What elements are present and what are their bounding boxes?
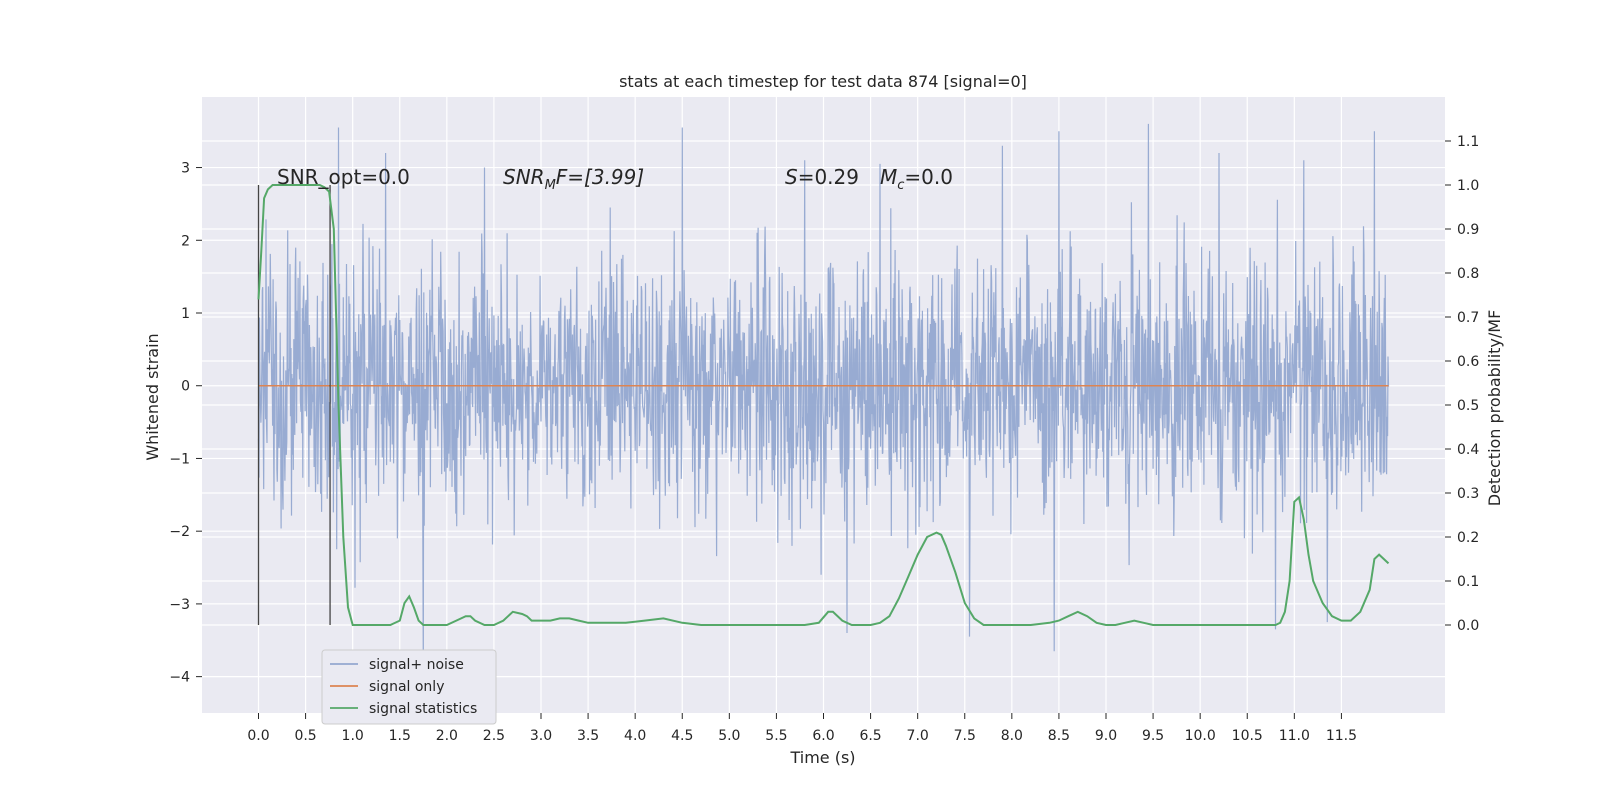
y-tick-label: 2 xyxy=(181,233,190,249)
signal-statistics-line xyxy=(257,184,1390,626)
y-tick-label: −3 xyxy=(169,597,190,613)
y-tick-label: 0 xyxy=(181,379,190,395)
x-tick-label: 1.5 xyxy=(389,728,411,744)
y-tick-label: 3 xyxy=(181,161,190,177)
x-tick-label: 9.0 xyxy=(1095,728,1117,744)
x-tick-label: 7.5 xyxy=(954,728,976,744)
x-tick-label: 1.0 xyxy=(342,728,364,744)
x-tick-label: 5.5 xyxy=(765,728,787,744)
y-tick-label: −1 xyxy=(169,451,190,467)
y2-tick-label: 0.8 xyxy=(1457,266,1479,282)
y2-tick-label: 0.5 xyxy=(1457,398,1479,414)
legend-label-signal-statistics: signal statistics xyxy=(369,701,477,717)
y2-tick-label: 0.0 xyxy=(1457,618,1479,634)
annotation-mc: Mc=0.0 xyxy=(880,165,953,193)
x-tick-label: 9.5 xyxy=(1142,728,1164,744)
x-tick-label: 2.0 xyxy=(436,728,458,744)
x-axis-label: Time (s) xyxy=(789,748,855,767)
x-tick-label: 3.0 xyxy=(530,728,552,744)
annotation-s: S=0.29 xyxy=(785,165,859,189)
x-tick-label: 10.5 xyxy=(1232,728,1263,744)
annotation-snr-opt: SNR_opt=0.0 xyxy=(277,165,410,189)
chart-title: stats at each timestep for test data 874… xyxy=(619,72,1027,91)
x-tick-label: 5.0 xyxy=(718,728,740,744)
signal-noise-line xyxy=(257,123,1390,670)
x-tick-label: 11.5 xyxy=(1326,728,1357,744)
series-signal-noise xyxy=(257,123,1390,670)
legend-label-signal-noise: signal+ noise xyxy=(369,657,464,673)
legend-label-signal-only: signal only xyxy=(369,679,444,695)
axes: 0.0 0.5 1.0 1.5 2.0 2.5 3.0 3.5 4.0 4.5 5.0 5.5 6.0 6… xyxy=(169,134,1479,744)
y-tick-label: −2 xyxy=(169,524,190,540)
y-tick-label: −4 xyxy=(169,670,190,686)
x-tick-label: 0.0 xyxy=(247,728,269,744)
y2-tick-label: 0.1 xyxy=(1457,574,1479,590)
legend-box xyxy=(321,649,497,725)
legend: signal+ noise signal only signal statist… xyxy=(321,649,497,725)
annotation-snr-mf: SNRMF=[3.99] xyxy=(503,165,644,193)
x-tick-label: 6.5 xyxy=(859,728,881,744)
x-tick-label: 4.0 xyxy=(624,728,646,744)
y2-axis-label: Detection probability/MF xyxy=(1485,310,1504,507)
y-tick-label: 1 xyxy=(181,306,190,322)
x-tick-label: 7.0 xyxy=(907,728,929,744)
x-tick-label: 8.0 xyxy=(1001,728,1023,744)
y2-tick-label: 0.4 xyxy=(1457,442,1479,458)
series-signal-statistics xyxy=(257,184,1390,626)
x-tick-label: 8.5 xyxy=(1048,728,1070,744)
y2-tick-label: 0.2 xyxy=(1457,530,1479,546)
x-tick-label: 6.0 xyxy=(812,728,834,744)
y2-tick-label: 0.6 xyxy=(1457,354,1479,370)
y2-tick-label: 0.7 xyxy=(1457,310,1479,326)
y2-tick-label: 0.3 xyxy=(1457,486,1479,502)
x-tick-label: 0.5 xyxy=(294,728,316,744)
vertical-markers xyxy=(257,185,331,625)
y2-tick-label: 1.1 xyxy=(1457,134,1479,150)
x-tick-label: 3.5 xyxy=(577,728,599,744)
x-tick-label: 4.5 xyxy=(671,728,693,744)
x-tick-label: 10.0 xyxy=(1185,728,1216,744)
y2-tick-label: 0.9 xyxy=(1457,222,1479,238)
x-tick-label: 2.5 xyxy=(483,728,505,744)
y2-tick-label: 1.0 xyxy=(1457,178,1479,194)
y-axis-label: Whitened strain xyxy=(143,333,162,460)
x-tick-label: 11.0 xyxy=(1279,728,1310,744)
